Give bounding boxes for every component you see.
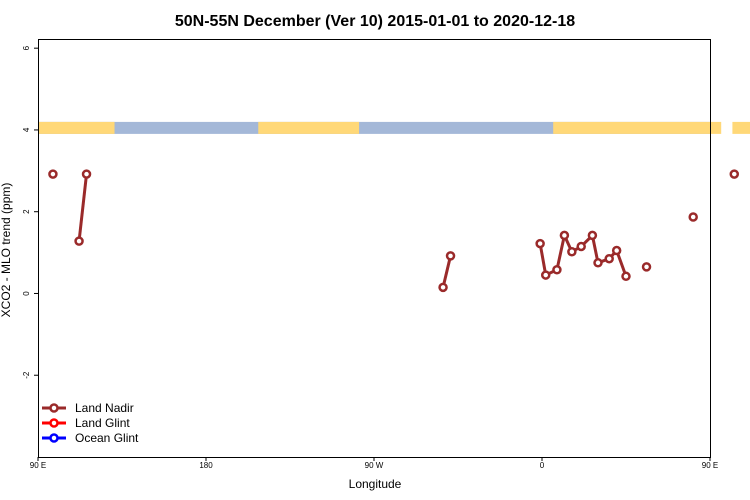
data-point bbox=[81, 169, 92, 179]
ocean-band bbox=[38, 121, 710, 134]
data-point bbox=[535, 238, 545, 249]
data-point bbox=[540, 270, 551, 280]
data-point bbox=[593, 258, 603, 268]
y-tick-label: 4 bbox=[22, 127, 31, 132]
land-band bbox=[258, 121, 360, 134]
data-point bbox=[438, 282, 448, 293]
y-tick-label: 6 bbox=[22, 45, 31, 50]
land-band bbox=[38, 121, 115, 134]
x-tick-label: 90 W bbox=[365, 461, 384, 470]
legend-marker bbox=[49, 403, 59, 413]
data-point bbox=[48, 169, 58, 179]
series-line bbox=[441, 255, 452, 288]
y-tick-label: 0 bbox=[22, 291, 31, 296]
series-layer bbox=[48, 169, 740, 293]
land-band bbox=[553, 121, 722, 134]
data-point bbox=[729, 169, 740, 179]
x-axis-label: Longitude bbox=[349, 477, 402, 491]
land-band bbox=[732, 121, 750, 134]
data-point bbox=[611, 245, 622, 256]
data-point bbox=[559, 230, 570, 241]
chart-title: 50N-55N December (Ver 10) 2015-01-01 to … bbox=[175, 13, 575, 30]
data-point bbox=[74, 236, 84, 246]
legend-marker bbox=[49, 418, 59, 428]
land-ocean-strip bbox=[38, 121, 750, 134]
plot-frame bbox=[38, 39, 711, 458]
x-tick-label: 0 bbox=[540, 461, 545, 470]
x-tick-label: 180 bbox=[199, 461, 213, 470]
data-point bbox=[552, 265, 562, 275]
data-point bbox=[604, 253, 614, 264]
data-point bbox=[445, 251, 456, 261]
x-tick-label: 90 E bbox=[702, 461, 718, 470]
data-point bbox=[567, 247, 577, 257]
x-tick-label: 90 E bbox=[30, 461, 46, 470]
data-point bbox=[688, 212, 698, 222]
data-point bbox=[587, 230, 598, 241]
data-point bbox=[621, 271, 631, 282]
legend-label: Ocean Glint bbox=[75, 431, 139, 445]
y-tick-label: -2 bbox=[22, 371, 31, 379]
series-line bbox=[77, 173, 89, 242]
y-axis-label: XCO2 - MLO trend (ppm) bbox=[0, 183, 13, 318]
legend-label: Land Glint bbox=[75, 416, 130, 430]
y-tick-label: 2 bbox=[22, 209, 31, 214]
data-point bbox=[576, 241, 586, 252]
data-point bbox=[641, 262, 652, 272]
legend-label: Land Nadir bbox=[75, 401, 134, 415]
axis-ticks: 90 E 180 90 W 0 90 E -2 0 2 4 6 bbox=[22, 45, 718, 470]
legend-marker bbox=[49, 433, 59, 443]
